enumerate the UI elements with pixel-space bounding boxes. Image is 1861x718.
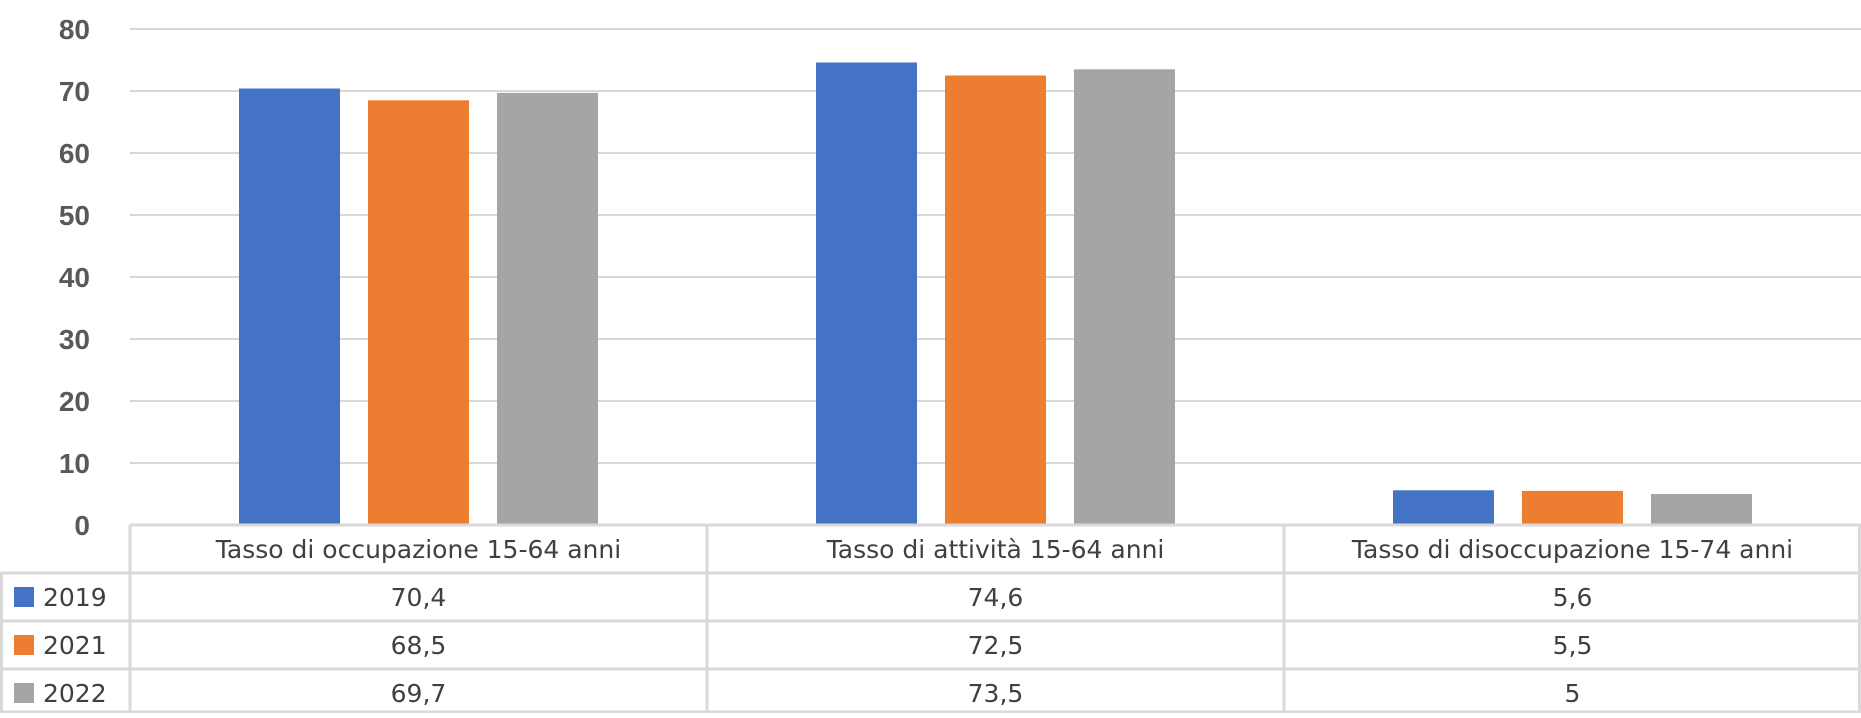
data-table: Tasso di occupazione 15-64 anni Tasso di …	[0, 523, 1861, 714]
y-tick-label: 70	[59, 76, 90, 107]
table-cell-value: 74,6	[968, 583, 1024, 612]
bar-2022-3	[1651, 494, 1752, 525]
table-cell-value: 69,7	[391, 679, 447, 708]
y-tick-label: 0	[74, 510, 90, 541]
table-cell-value: 73,5	[968, 679, 1024, 708]
y-tick-label: 30	[59, 324, 90, 355]
table-cell-value: 68,5	[391, 631, 447, 660]
bar-2022-1	[497, 92, 598, 526]
legend-label-2021: 2021	[43, 631, 107, 660]
y-tick-label: 80	[59, 14, 90, 45]
bar-2019-1	[239, 88, 340, 526]
bar-2021-2	[945, 75, 1046, 525]
y-tick-label: 20	[59, 386, 90, 417]
bar-2021-1	[368, 100, 469, 526]
bar-2019-3	[1393, 490, 1494, 525]
y-tick-label: 10	[59, 448, 90, 479]
table-cell-value: 5,6	[1553, 583, 1593, 612]
table-cell-value: 72,5	[968, 631, 1024, 660]
y-tick-label: 60	[59, 138, 90, 169]
table-cell-value: 70,4	[391, 583, 447, 612]
category-label: Tasso di attività 15-64 anni	[826, 535, 1165, 564]
category-label: Tasso di disoccupazione 15-74 anni	[1351, 535, 1793, 564]
y-tick-label: 50	[59, 200, 90, 231]
bars	[239, 62, 1752, 526]
bar-2022-2	[1074, 69, 1175, 526]
legend-label-2022: 2022	[43, 679, 107, 708]
legend-swatch-2019	[14, 587, 34, 607]
y-tick-label: 40	[59, 262, 90, 293]
table-cell-value: 5,5	[1553, 631, 1593, 660]
bar-2019-2	[816, 62, 917, 525]
legend-label-2019: 2019	[43, 583, 107, 612]
legend-swatch-2022	[14, 683, 34, 703]
category-label: Tasso di occupazione 15-64 anni	[215, 535, 621, 564]
y-axis-ticks: 0 10 20 30 40 50 60 70 80	[59, 14, 90, 541]
table-cell-value: 5	[1565, 679, 1581, 708]
legend-swatch-2021	[14, 635, 34, 655]
bar-2021-3	[1522, 490, 1623, 525]
